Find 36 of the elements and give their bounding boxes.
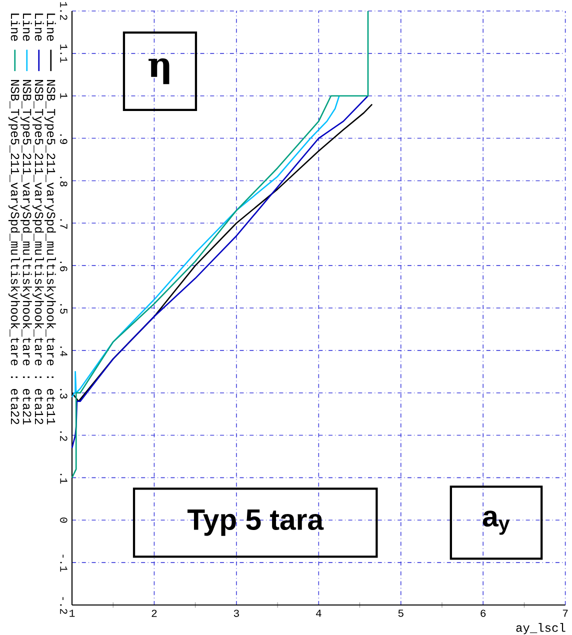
text: Line (22, 14, 32, 41)
y-tick-label: .3 (60, 389, 68, 399)
legend-label: NSB_Type5_211_varySpd_multiskyhook_tare : eta11 (44, 80, 56, 424)
legend-label: NSB_Type5_211_varySpd_multiskyhook_tare : eta22 (8, 80, 20, 424)
text: Line (10, 14, 20, 41)
y-tick-label: .2 (60, 431, 68, 441)
annotation: η (148, 58, 170, 84)
y-tick-label: -.1 (60, 554, 68, 572)
annotation: a$_{y}$ (482, 510, 510, 535)
x-axis-title: ay_lscl (516, 623, 566, 634)
y-tick-label: -.2 (60, 597, 68, 614)
y-tick-label: 1.2 (60, 2, 68, 20)
y-tick-label: .5 (60, 304, 68, 314)
x-tick-label: 5 (398, 610, 404, 617)
legend-title: Line (46, 14, 56, 41)
text: Line (34, 14, 44, 41)
line-series (71, 95, 369, 449)
x-tick-label: 3 (234, 610, 239, 617)
annotation: Typ 5 tara (187, 510, 324, 536)
x-tick-label: 7 (562, 610, 568, 617)
y-tick-label: .4 (60, 346, 68, 356)
y-tick-label: .1 (60, 474, 68, 484)
x-tick-label: 2 (152, 610, 157, 617)
line-series (71, 10, 369, 478)
y-tick-label: 0 (60, 518, 68, 523)
x-tick-label: 6 (480, 610, 486, 617)
y-tick-label: 1.1 (60, 44, 68, 62)
x-tick-label: 4 (316, 610, 322, 617)
x-tick-label: 1 (70, 610, 75, 617)
y-tick-label: .9 (60, 134, 68, 144)
y-tick-label: .7 (60, 219, 68, 229)
y-tick-label: 1 (60, 93, 68, 99)
legend-label: NSB_Type5_211_varySpd_multiskyhook_tare : eta21 (20, 80, 32, 424)
legend-label: NSB_Type5_211_varySpd_multiskyhook_tare : eta12 (32, 80, 44, 424)
y-tick-label: .6 (60, 262, 68, 272)
y-tick-label: .8 (60, 176, 68, 186)
